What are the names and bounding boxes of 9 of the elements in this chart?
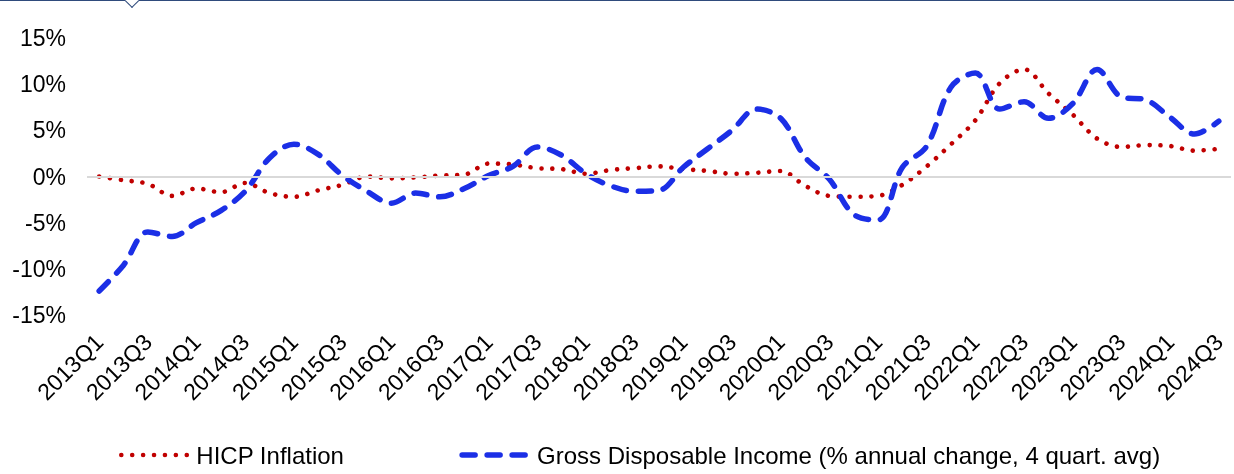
legend-label: HICP Inflation bbox=[196, 441, 344, 469]
y-tick-label: -15% bbox=[12, 302, 66, 328]
y-tick-label: -5% bbox=[25, 209, 66, 236]
y-tick-label: 5% bbox=[32, 117, 66, 144]
y-tick-label: 15% bbox=[19, 25, 66, 51]
y-tick-label: -10% bbox=[12, 255, 66, 282]
y-tick-label: 0% bbox=[32, 163, 66, 190]
y-tick-label: 10% bbox=[19, 71, 66, 98]
legend-label: Gross Disposable Income (% annual change, 4 quart. avg) bbox=[537, 441, 1161, 469]
